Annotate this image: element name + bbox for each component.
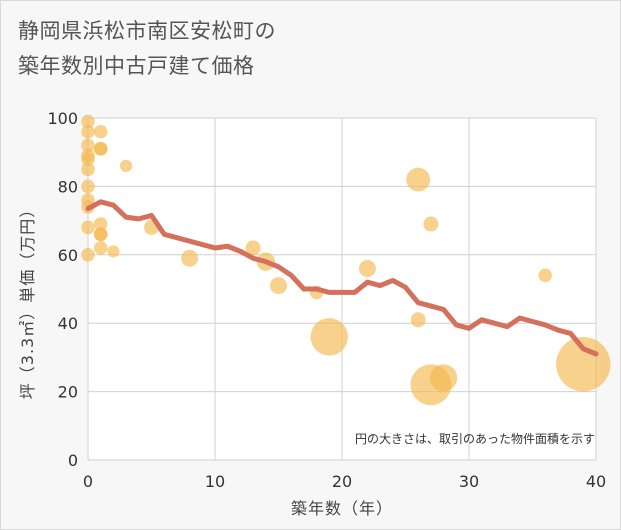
x-tick-label: 30 (459, 472, 479, 491)
y-tick-label: 100 (47, 109, 78, 128)
x-tick-label: 10 (205, 472, 225, 491)
scatter-point (81, 248, 95, 262)
chart-title: 静岡県浜松市南区安松町の 築年数別中古戸建て価格 (18, 14, 276, 84)
scatter-point (81, 152, 95, 166)
scatter-point (406, 167, 431, 192)
scatter-point (81, 114, 95, 129)
scatter-point (93, 227, 108, 242)
scatter-point (410, 312, 426, 328)
y-axis-label: 坪（3.3㎡）単価（万円） (18, 201, 37, 399)
scatter-point (93, 241, 108, 255)
scatter-point (245, 240, 261, 256)
size-annotation: 円の大きさは、取引のあった物件面積を示す (355, 431, 595, 446)
y-tick-label: 0 (68, 451, 78, 470)
scatter-point (81, 179, 95, 194)
scatter-point (538, 268, 552, 283)
x-tick-label: 0 (83, 472, 93, 491)
y-tick-labels: 0 20 40 60 80 100 (47, 109, 78, 470)
scatter-point (81, 220, 95, 235)
scatter-point (310, 318, 348, 356)
scatter-point (270, 277, 287, 295)
x-tick-labels: 0 10 20 30 40 (83, 472, 606, 491)
scatter-point (358, 259, 376, 277)
chart-title-line-2: 築年数別中古戸建て価格 (18, 54, 255, 78)
x-axis-label: 築年数（年） (291, 499, 393, 518)
scatter-point (81, 138, 95, 153)
scatter-point (107, 245, 120, 258)
chart-title-line-1: 静岡県浜松市南区安松町の (18, 19, 276, 43)
scatter-point (119, 159, 133, 173)
scatter-point (93, 141, 108, 156)
scatter-point (430, 364, 458, 392)
scatter-point (81, 124, 95, 139)
x-tick-label: 20 (332, 472, 352, 491)
scatter-point (81, 162, 95, 177)
y-tick-label: 40 (58, 314, 78, 333)
scatter-point (423, 216, 439, 232)
scatter-point (93, 124, 108, 139)
scatter-point (93, 217, 108, 231)
y-tick-label: 20 (58, 383, 78, 402)
y-tick-label: 80 (58, 177, 78, 196)
scatter-point (556, 337, 611, 392)
y-tick-label: 60 (58, 246, 78, 265)
trend-line (85, 199, 599, 357)
scatter-point (181, 249, 199, 267)
x-tick-label: 40 (586, 472, 606, 491)
